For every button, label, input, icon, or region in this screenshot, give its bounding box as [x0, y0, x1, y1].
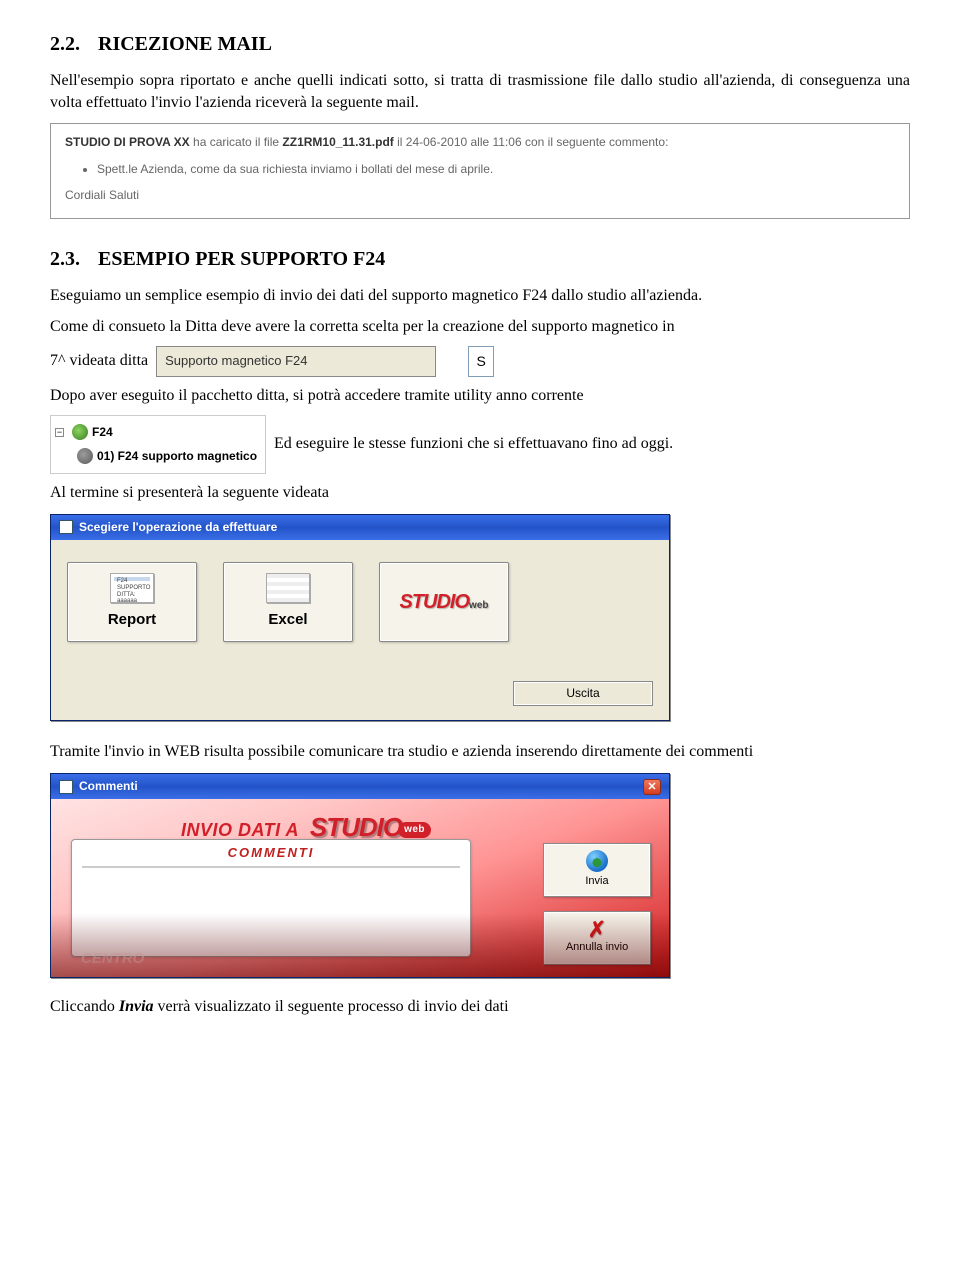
gear-icon	[72, 424, 88, 440]
tree-snippet: − F24 01) F24 supporto magnetico	[50, 415, 266, 474]
mail-studio-name: STUDIO DI PROVA XX	[65, 135, 190, 149]
dialog-title: Scegiere l'operazione da effettuare	[79, 519, 277, 536]
report-button[interactable]: F24 SUPPORTO DITTA: aaaaaa Report	[67, 562, 197, 642]
uscita-button[interactable]: Uscita	[513, 681, 653, 706]
supporto-f24-label: Supporto magnetico F24	[156, 346, 436, 377]
globe-icon	[586, 850, 608, 872]
section-2-3-para1: Eseguiamo un semplice esempio di invio d…	[50, 285, 910, 307]
mail-notification-box: STUDIO DI PROVA XX ha caricato il file Z…	[50, 123, 910, 219]
final-para-emph: Invia	[119, 998, 154, 1015]
section-2-2-heading: 2.2. RICEZIONE MAIL	[50, 30, 910, 58]
section-2-3-para2: Come di consueto la Ditta deve avere la …	[50, 316, 910, 338]
tree-collapse-icon[interactable]: −	[55, 428, 64, 437]
between-dialogs-para: Tramite l'invio in WEB risulta possibile…	[50, 741, 910, 763]
tree-node-f24-supporto[interactable]: 01) F24 supporto magnetico	[55, 445, 257, 468]
divider	[82, 866, 460, 868]
section-2-2-title: RICEZIONE MAIL	[98, 33, 272, 55]
section-2-3-heading: 2.3. ESEMPIO PER SUPPORTO F24	[50, 245, 910, 273]
cancel-x-icon: ✗	[588, 921, 606, 939]
section-2-3-tree-line: − F24 01) F24 supporto magnetico Ed eseg…	[50, 415, 910, 474]
invia-label: Invia	[585, 874, 608, 889]
section-2-3-number: 2.3.	[50, 248, 80, 270]
annulla-label: Annulla invio	[566, 940, 628, 955]
final-para: Cliccando Invia verrà visualizzato il se…	[50, 996, 910, 1018]
commenti-dialog: Commenti ✕ INVIO DATI A STUDIOweb COMMEN…	[50, 773, 670, 978]
centro-watermark: CENTRO	[81, 948, 144, 969]
section-2-3-para4: Al termine si presenterà la seguente vid…	[50, 482, 910, 504]
studio-logo: STUDIOweb	[399, 588, 488, 616]
dialog-titlebar[interactable]: Scegiere l'operazione da effettuare	[51, 515, 669, 540]
commenti-panel-title: COMMENTI	[72, 840, 470, 864]
invia-button[interactable]: Invia	[543, 843, 651, 897]
window-icon	[59, 520, 73, 534]
commenti-panel: COMMENTI	[71, 839, 471, 957]
mail-line-1: STUDIO DI PROVA XX ha caricato il file Z…	[65, 134, 895, 151]
choose-operation-dialog: Scegiere l'operazione da effettuare F24 …	[50, 514, 670, 721]
tree-node-f24[interactable]: − F24	[55, 421, 257, 444]
close-icon[interactable]: ✕	[643, 779, 661, 795]
report-button-label: Report	[108, 609, 156, 630]
window-icon	[59, 780, 73, 794]
section-2-3-title: ESEMPIO PER SUPPORTO F24	[98, 248, 385, 270]
mail-signature: Cordiali Saluti	[65, 187, 895, 204]
excel-button-label: Excel	[268, 609, 307, 630]
commenti-titlebar[interactable]: Commenti ✕	[51, 774, 669, 799]
section-2-3-para3: Dopo aver eseguito il pacchetto ditta, s…	[50, 385, 910, 407]
section-2-2-para: Nell'esempio sopra riportato e anche que…	[50, 70, 910, 115]
section-2-3-field-line: 7^ videata ditta Supporto magnetico F24 …	[50, 346, 910, 377]
mail-file-name: ZZ1RM10_11.31.pdf	[282, 135, 393, 149]
excel-button[interactable]: Excel	[223, 562, 353, 642]
annulla-invio-button[interactable]: ✗ Annulla invio	[543, 911, 651, 965]
report-thumb-icon: F24 SUPPORTO DITTA: aaaaaa	[110, 573, 154, 603]
section-2-2-number: 2.2.	[50, 33, 80, 55]
gear-icon	[77, 448, 93, 464]
studio-web-button[interactable]: STUDIOweb	[379, 562, 509, 642]
commenti-title: Commenti	[79, 778, 138, 795]
supporto-f24-value[interactable]: S	[468, 346, 494, 377]
mail-comment-bullet: Spett.le Azienda, come da sua richiesta …	[97, 161, 895, 178]
excel-thumb-icon	[266, 573, 310, 603]
